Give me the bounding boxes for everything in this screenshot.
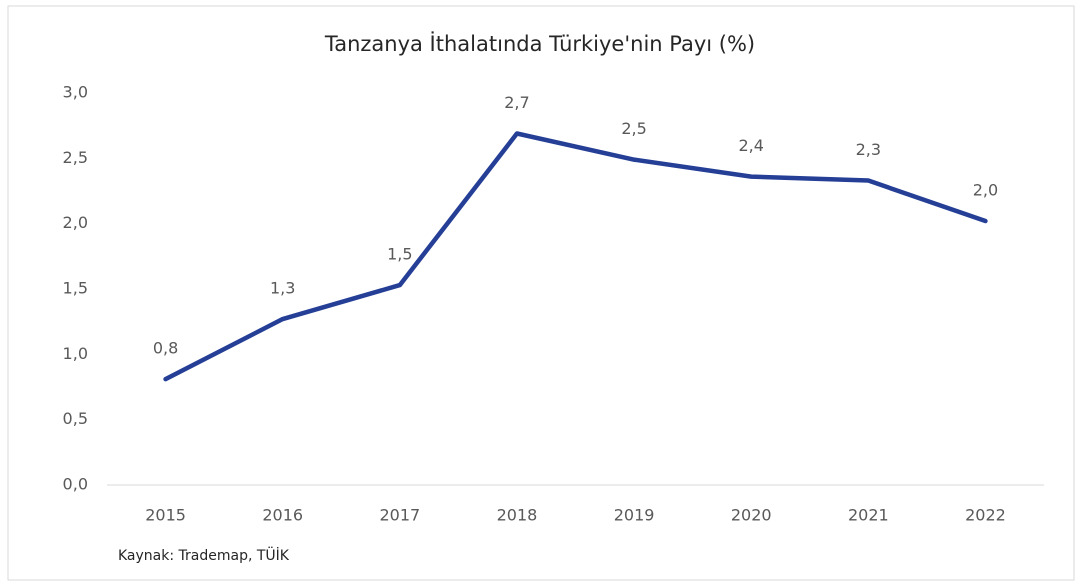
x-tick-label: 2022 [965,506,1006,525]
data-label: 2,0 [973,181,998,200]
data-line [163,131,988,382]
x-tick-label: 2015 [145,506,186,525]
y-tick-label: 2,5 [63,148,88,167]
data-label: 0,8 [153,339,178,358]
y-tick-label: 2,0 [63,213,88,232]
source-note: Kaynak: Trademap, TÜİK [118,546,290,564]
y-tick-label: 0,5 [63,409,88,428]
x-tick-label: 2019 [614,506,655,525]
x-tick-label: 2016 [262,506,303,525]
y-tick-label: 3,0 [63,83,88,102]
y-tick-label: 1,0 [63,344,88,363]
chart-title: Tanzanya İthalatında Türkiye'nin Payı (%… [324,31,755,56]
data-label: 1,3 [270,279,295,298]
data-label: 2,7 [504,93,529,112]
chart-border [7,5,1075,581]
x-tick-label: 2017 [379,506,420,525]
x-tick-label: 2021 [848,506,889,525]
data-label: 2,5 [621,119,646,138]
y-tick-label: 1,5 [63,279,88,298]
data-label: 1,5 [387,245,412,264]
x-tick-label: 2020 [731,506,772,525]
data-label: 2,3 [856,140,881,159]
data-label: 2,4 [738,136,763,155]
x-tick-label: 2018 [497,506,538,525]
y-tick-label: 0,0 [63,475,88,494]
